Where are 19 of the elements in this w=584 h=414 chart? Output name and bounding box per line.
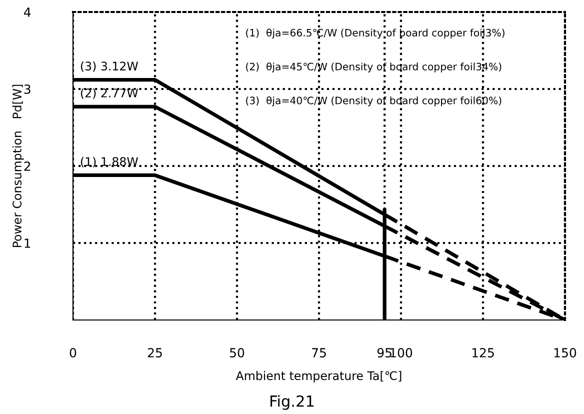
y-axis-title: Power Consumption Pd[W] bbox=[12, 84, 24, 248]
annotation: (1) θja=66.5℃/W (Density of board copper foil3%) bbox=[246, 28, 504, 39]
annotation: (3) 3.12W bbox=[80, 61, 138, 72]
y-tick-label: 3 bbox=[24, 84, 30, 94]
x-tick-label: 100 bbox=[390, 348, 412, 358]
x-tick-label: 95 bbox=[377, 348, 392, 358]
x-tick-label: 75 bbox=[312, 348, 326, 358]
annotation: (1) 1.88W bbox=[80, 156, 138, 168]
y-tick-label: 2 bbox=[24, 161, 30, 171]
x-axis-title: Ambient temperature Ta[℃] bbox=[236, 370, 402, 382]
x-tick-label: 0 bbox=[70, 348, 76, 358]
y-tick-label: 1 bbox=[24, 238, 30, 248]
annotation: (2) 2.77W bbox=[80, 88, 138, 99]
text: Fig.21 bbox=[270, 395, 314, 410]
x-tick-label: 50 bbox=[230, 348, 244, 358]
y-tick-label: 4 bbox=[24, 8, 31, 17]
x-tick-label: 150 bbox=[554, 348, 576, 358]
x-tick-label: 25 bbox=[148, 348, 162, 358]
x-tick-label: 125 bbox=[472, 348, 494, 358]
